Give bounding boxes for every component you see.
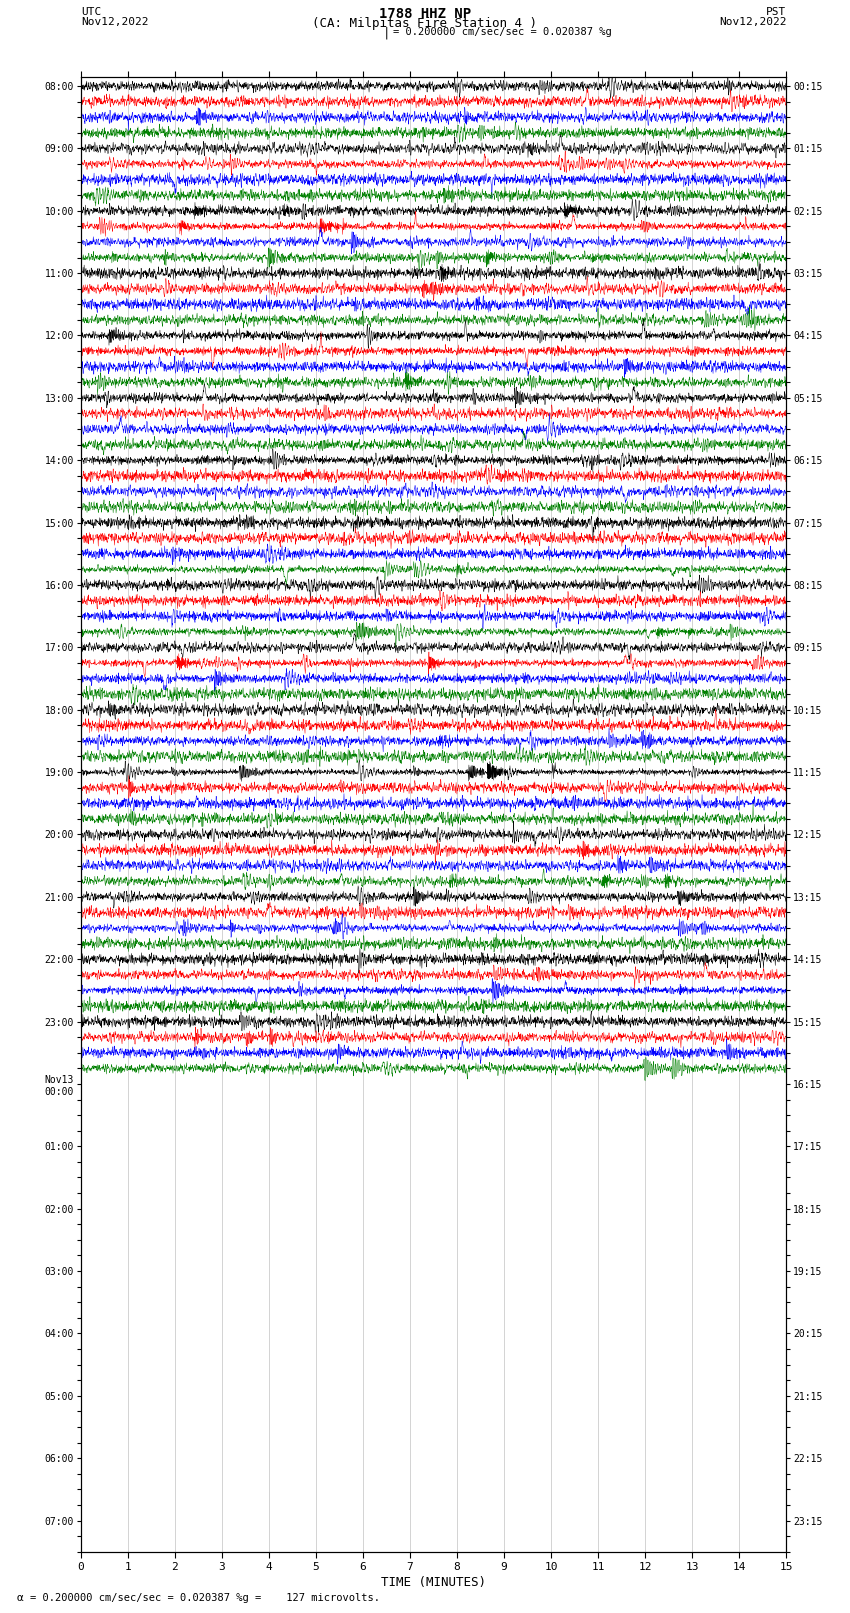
- Text: UTC: UTC: [81, 6, 101, 18]
- Text: (CA: Milpitas Fire Station 4 ): (CA: Milpitas Fire Station 4 ): [313, 18, 537, 31]
- Text: PST: PST: [766, 6, 786, 18]
- Text: = 0.200000 cm/sec/sec = 0.020387 %g =    127 microvolts.: = 0.200000 cm/sec/sec = 0.020387 %g = 12…: [30, 1594, 380, 1603]
- Text: |: |: [383, 26, 390, 40]
- Text: 1788 HHZ NP: 1788 HHZ NP: [379, 6, 471, 21]
- Text: α: α: [17, 1594, 24, 1603]
- X-axis label: TIME (MINUTES): TIME (MINUTES): [381, 1576, 486, 1589]
- Text: Nov12,2022: Nov12,2022: [81, 18, 148, 27]
- Text: Nov12,2022: Nov12,2022: [719, 18, 786, 27]
- Text: = 0.200000 cm/sec/sec = 0.020387 %g: = 0.200000 cm/sec/sec = 0.020387 %g: [393, 26, 611, 37]
